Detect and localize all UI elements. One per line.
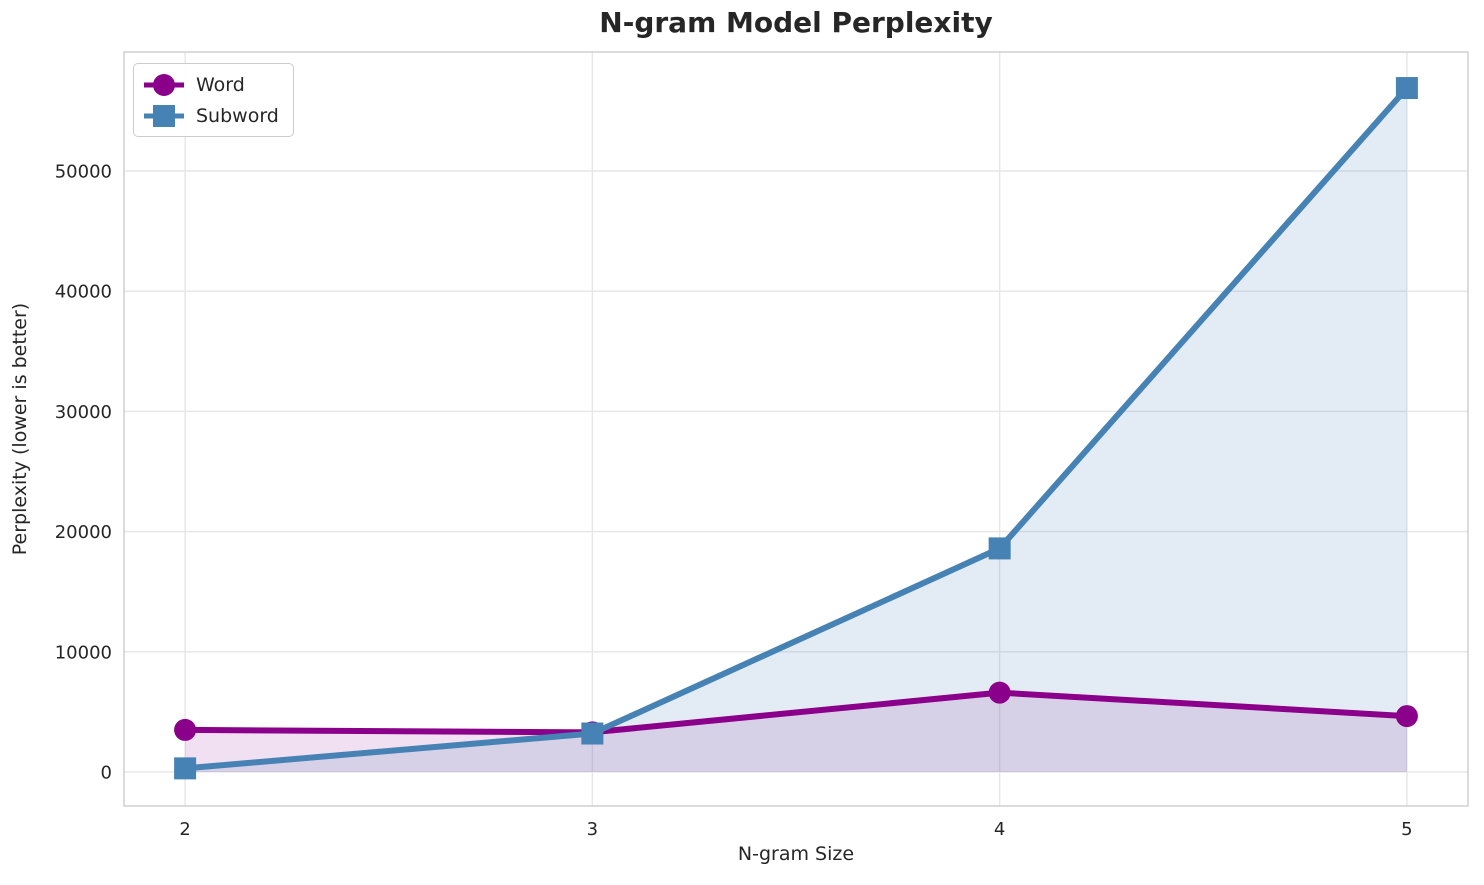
y-tick-label: 40000 [55,282,112,303]
subword-data-point [581,722,604,745]
legend-label-word: Word [196,73,245,96]
word-data-point [988,681,1011,704]
x-tick-label: 5 [1401,819,1412,840]
y-tick-label: 20000 [55,522,112,543]
subword-line [182,85,1410,772]
word-data-point [174,718,197,741]
word-series-marker-icon [144,73,184,96]
subword-data-point [174,757,197,780]
x-tick-label: 2 [179,819,190,840]
legend-item-word: Word [142,70,279,99]
legend: Word Subword [133,63,294,137]
legend-item-subword: Subword [142,101,279,130]
subword-data-point [988,537,1011,560]
x-tick-label: 3 [587,819,598,840]
word-area-fill [185,692,1407,772]
y-axis-label: Perplexity (lower is better) [9,302,31,556]
plot-border [123,51,1469,807]
word-data-point [1395,705,1418,728]
subword-area-fill [185,88,1407,772]
chart-title: N-gram Model Perplexity [599,6,993,39]
y-tick-label: 50000 [55,161,112,182]
y-tick-label: 10000 [55,642,112,663]
x-axis-label: N-gram Size [737,843,855,865]
word-line [182,689,1410,736]
y-tick-label: 0 [101,762,112,783]
legend-label-subword: Subword [196,104,279,127]
x-tick-label: 4 [994,819,1005,840]
subword-series-marker-icon [144,104,184,127]
y-tick-label: 30000 [55,402,112,423]
subword-data-point [1395,77,1418,100]
